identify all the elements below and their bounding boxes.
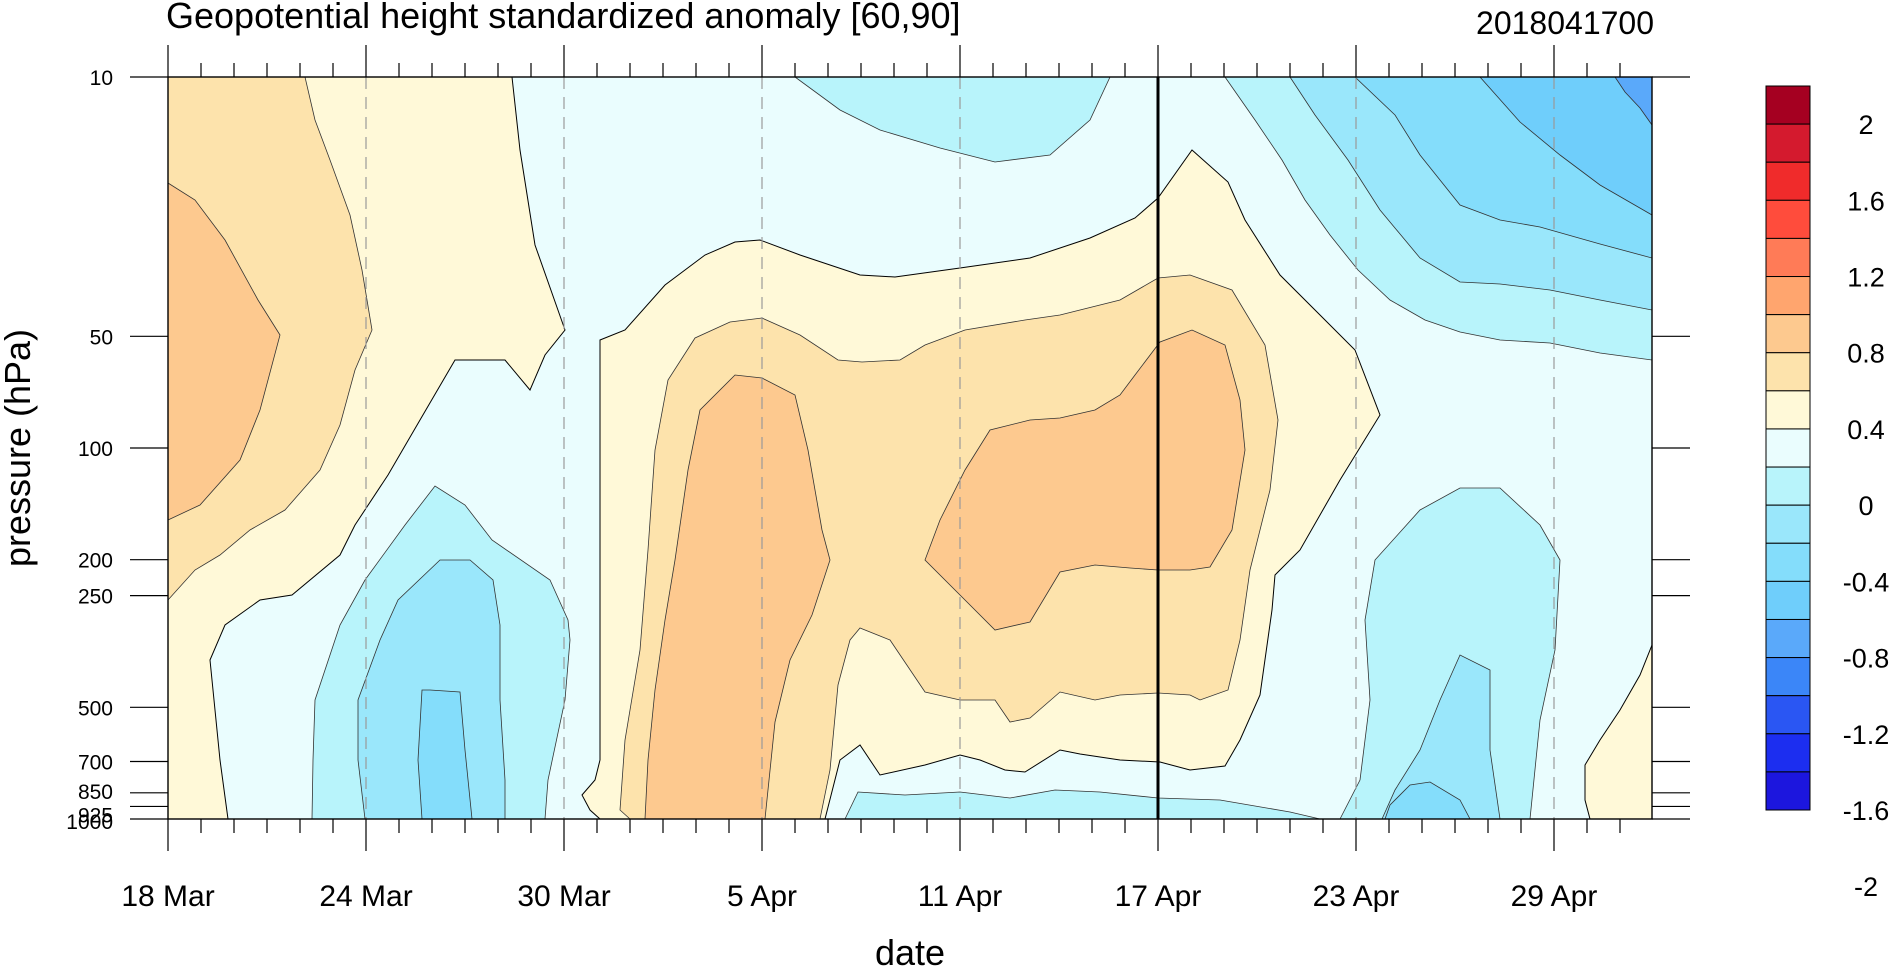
x-tick-label: 18 Mar <box>121 880 214 913</box>
colorbar: 2 1.6 1.2 0.8 0.4 0 -0.4 -0.8 -1.2 -1.6 -2 <box>1765 85 1889 902</box>
colorbar-label: -1.6 <box>1843 796 1889 826</box>
colorbar-swatch <box>1765 580 1811 620</box>
colorbar-label: -0.8 <box>1843 644 1889 674</box>
colorbar-label: 0 <box>1858 491 1873 521</box>
x-axis: 18 Mar 24 Mar 30 Mar 5 Apr 11 Apr 17 Apr 23 Ap… <box>121 45 1621 913</box>
colorbar-swatch <box>1765 657 1811 697</box>
colorbar-label: 2 <box>1858 110 1873 140</box>
colorbar-swatch <box>1765 618 1811 659</box>
colorbar-swatch <box>1765 276 1811 316</box>
y-axis-label: pressure (hPa) <box>0 329 38 567</box>
x-tick-label: 17 Apr <box>1115 880 1202 913</box>
colorbar-swatch <box>1765 123 1811 163</box>
colorbar-label: -2 <box>1854 872 1878 902</box>
colorbar-swatch <box>1765 428 1811 468</box>
x-axis-label: date <box>875 932 945 969</box>
contour-fill-neg0.4-neg0.8-south-strip <box>844 789 1321 820</box>
contour-fills <box>167 76 1653 820</box>
y-tick-label: 10 <box>90 67 113 90</box>
colorbar-swatch <box>1765 237 1811 278</box>
colorbar-swatch <box>1765 504 1811 544</box>
colorbar-swatch <box>1765 390 1811 430</box>
colorbar-swatch <box>1765 314 1811 354</box>
y-tick-label: 700 <box>78 752 113 775</box>
colorbar-swatch <box>1765 542 1811 582</box>
y-tick-label: 250 <box>78 586 113 609</box>
chart-date-stamp: 2018041700 <box>1476 5 1654 41</box>
contour-fill-0.8-1.2-center-north <box>924 329 1246 631</box>
contour-fill-neg1.2-neg1.6-west <box>417 689 473 820</box>
x-tick-label: 11 Apr <box>918 880 1003 913</box>
y-tick-label: 50 <box>90 326 113 349</box>
x-tick-label: 24 Mar <box>319 880 412 913</box>
colorbar-swatch <box>1765 199 1811 239</box>
contour-fill-neg0.8-neg1.2-east <box>1381 654 1501 820</box>
y-tick-label: 200 <box>78 550 113 573</box>
colorbar-label: 1.6 <box>1847 186 1885 216</box>
y-tick-label: 850 <box>78 781 113 804</box>
contour-fill-0.8-1.2-center-south <box>644 374 831 820</box>
x-tick-label: 30 Mar <box>517 880 610 913</box>
contour-fill-neg0.4-neg0.8-east <box>1339 487 1561 820</box>
colorbar-swatch <box>1765 771 1811 811</box>
x-tick-label: 5 Apr <box>727 880 797 913</box>
colorbar-label: 0.8 <box>1847 339 1885 369</box>
colorbar-label: -0.4 <box>1843 567 1889 597</box>
y-tick-label: 1000 <box>66 811 113 834</box>
colorbar-swatch <box>1765 695 1811 735</box>
colorbar-swatch <box>1765 161 1811 201</box>
colorbar-swatch <box>1765 466 1811 506</box>
colorbar-swatch <box>1765 352 1811 392</box>
chart-title: Geopotential height standardized anomaly… <box>166 0 961 36</box>
colorbar-swatch <box>1765 85 1811 125</box>
y-tick-label: 500 <box>78 697 113 720</box>
colorbar-swatch <box>1765 733 1811 773</box>
colorbar-label: -1.2 <box>1843 720 1889 750</box>
contour-fill-neg0.8-neg1.2-west <box>357 559 506 820</box>
x-tick-label: 29 Apr <box>1511 880 1598 913</box>
y-tick-label: 925 <box>78 804 113 827</box>
colorbar-label: 0.4 <box>1847 415 1885 445</box>
y-tick-label: 100 <box>78 438 113 461</box>
colorbar-label: 1.2 <box>1847 263 1885 293</box>
x-tick-label: 23 Apr <box>1313 880 1400 913</box>
contour-fill-neg0.4-neg0.8-north-center <box>793 76 1111 163</box>
contour-fill-0.8-1.2-west <box>167 182 281 521</box>
